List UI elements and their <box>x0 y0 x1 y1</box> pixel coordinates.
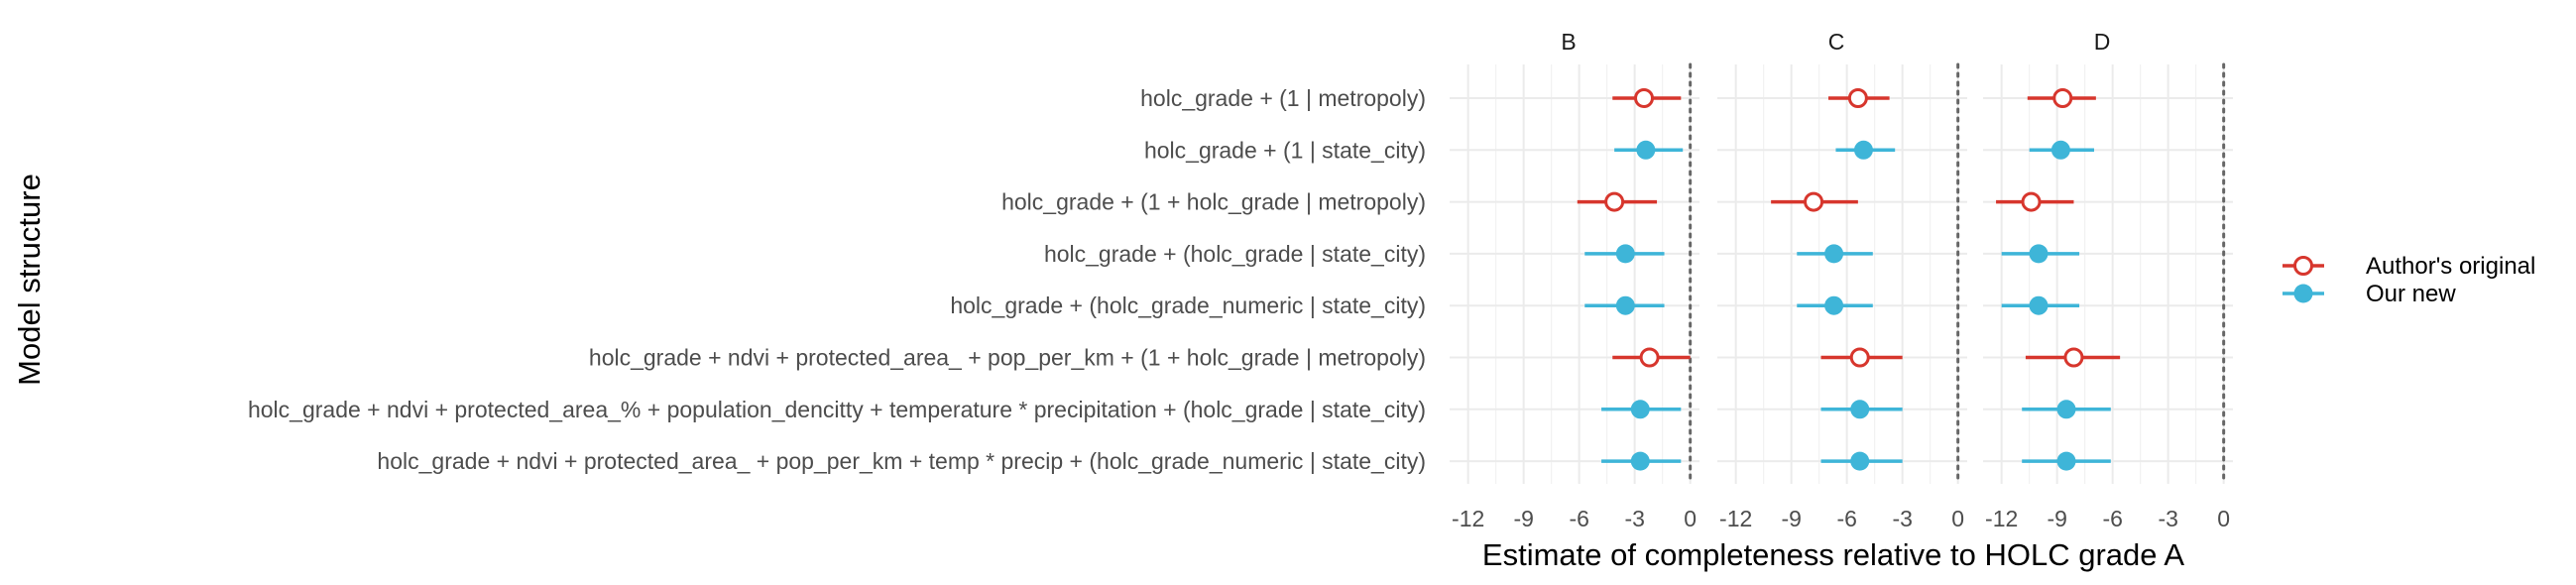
estimate-point-group <box>2027 88 2096 108</box>
x-tick-label: -3 <box>1624 506 1644 531</box>
estimate-marker-filled <box>1636 140 1656 160</box>
estimate-marker-filled <box>2056 451 2076 471</box>
facet-title: D <box>2094 29 2111 55</box>
estimate-marker-filled <box>1850 400 1870 419</box>
estimate-point-group <box>1584 295 1665 315</box>
x-tick-label: -6 <box>1569 506 1588 531</box>
estimate-marker-open <box>1849 347 1870 368</box>
x-tick-label: -12 <box>1985 506 2018 531</box>
estimate-point-group <box>1820 451 1903 471</box>
estimate-marker-open <box>1634 88 1654 108</box>
x-tick-label: 0 <box>2217 506 2230 531</box>
estimate-point-group <box>1996 191 2074 212</box>
estimate-marker-open <box>1639 347 1660 368</box>
x-tick-label: -12 <box>1719 506 1752 531</box>
facet-panels: B -12 -9 -6 -3 0 C -12 -9 -6 -3 0 D -12 -9 -6 -3 0 <box>1450 29 2233 531</box>
model-label: holc_grade + (holc_grade_numeric | state… <box>950 292 1426 318</box>
estimate-point-group <box>2022 400 2111 419</box>
x-tick-label: 0 <box>1951 506 1964 531</box>
estimate-marker-filled <box>1615 295 1635 315</box>
estimate-point-group <box>1614 140 1684 160</box>
model-label: holc_grade + ndvi + protected_area_ + po… <box>589 345 1426 371</box>
facet-panel-d: D -12 -9 -6 -3 0 <box>1983 29 2233 531</box>
estimate-point-group <box>1828 88 1890 108</box>
x-tick-label: -6 <box>2102 506 2122 531</box>
model-label: holc_grade + (1 + holc_grade | metropoly… <box>1001 189 1426 215</box>
legend-item: Our new <box>2283 281 2456 307</box>
x-tick-label: -9 <box>1513 506 1533 531</box>
x-tick-label: 0 <box>1684 506 1697 531</box>
estimate-marker-filled <box>2056 400 2076 419</box>
estimate-point-group <box>1577 191 1658 212</box>
estimate-marker-open <box>1847 88 1868 108</box>
estimate-point-group <box>1797 244 1873 264</box>
facet-title: B <box>1561 29 1576 55</box>
estimate-point-group <box>2022 451 2111 471</box>
legend-marker-filled <box>2293 284 2313 303</box>
x-tick-label: -12 <box>1452 506 1484 531</box>
model-label: holc_grade + ndvi + protected_area_% + p… <box>248 397 1426 422</box>
estimate-point-group <box>1771 191 1858 212</box>
x-tick-label: -9 <box>1781 506 1801 531</box>
estimate-point-group <box>2001 244 2080 264</box>
estimate-point-group <box>1584 244 1665 264</box>
legend-marker-open <box>2293 256 2313 276</box>
estimate-marker-open <box>1604 191 1625 212</box>
estimate-marker-filled <box>1850 451 1870 471</box>
y-axis-title: Model structure <box>12 174 47 386</box>
estimate-marker-filled <box>1630 451 1650 471</box>
x-tick-label: -6 <box>1836 506 1856 531</box>
facet-panel-b: B -12 -9 -6 -3 0 <box>1450 29 1699 531</box>
estimate-marker-filled <box>1824 295 1844 315</box>
estimate-marker-filled <box>1824 244 1844 264</box>
estimate-marker-open <box>2021 191 2042 212</box>
estimate-marker-open <box>2052 88 2073 108</box>
estimate-marker-filled <box>2050 140 2070 160</box>
estimate-point-group <box>2029 140 2094 160</box>
x-tick-label: -3 <box>1892 506 1912 531</box>
legend-item: Author's original <box>2283 253 2535 280</box>
estimate-point-group <box>1601 400 1682 419</box>
estimate-marker-filled <box>1853 140 1873 160</box>
estimate-marker-open <box>2063 347 2084 368</box>
estimate-point-group <box>1820 400 1903 419</box>
x-axis-title: Estimate of completeness relative to HOL… <box>1482 537 2184 572</box>
estimate-marker-filled <box>2029 295 2049 315</box>
x-tick-label: -3 <box>2158 506 2177 531</box>
facet-panel-c: C -12 -9 -6 -3 0 <box>1717 29 1967 531</box>
estimate-point-group <box>1835 140 1896 160</box>
estimate-point-group <box>1612 347 1691 368</box>
model-label: holc_grade + ndvi + protected_area_ + po… <box>377 448 1426 474</box>
model-label: holc_grade + (1 | metropoly) <box>1140 85 1426 111</box>
model-label: holc_grade + (1 | state_city) <box>1144 137 1426 163</box>
model-label: holc_grade + (holc_grade | state_city) <box>1044 241 1426 267</box>
legend-label: Our new <box>2366 281 2456 307</box>
x-tick-label: -9 <box>2047 506 2066 531</box>
legend-label: Author's original <box>2366 253 2535 280</box>
estimate-marker-filled <box>1615 244 1635 264</box>
estimate-point-group <box>1601 451 1682 471</box>
estimate-marker-open <box>1804 191 1824 212</box>
estimate-marker-filled <box>1630 400 1650 419</box>
model-structure-labels: holc_grade + (1 | metropoly) holc_grade +… <box>248 85 1426 474</box>
estimate-point-group <box>2001 295 2080 315</box>
estimate-point-group <box>2025 347 2121 368</box>
facet-title: C <box>1828 29 1845 55</box>
estimate-point-group <box>1820 347 1903 368</box>
estimate-marker-filled <box>2029 244 2049 264</box>
estimate-point-group <box>1797 295 1873 315</box>
estimate-point-group <box>1612 88 1682 108</box>
